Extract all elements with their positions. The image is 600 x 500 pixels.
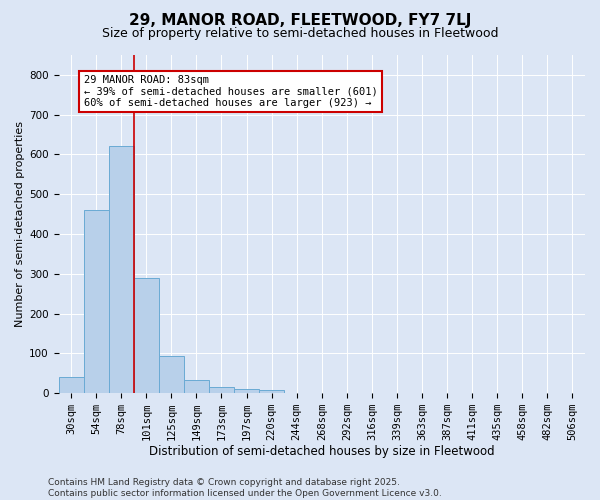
Text: Size of property relative to semi-detached houses in Fleetwood: Size of property relative to semi-detach… [102,28,498,40]
Bar [209,387,234,393]
Bar [259,390,284,393]
Y-axis label: Number of semi-detached properties: Number of semi-detached properties [15,121,25,327]
X-axis label: Distribution of semi-detached houses by size in Fleetwood: Distribution of semi-detached houses by … [149,444,494,458]
Text: Contains HM Land Registry data © Crown copyright and database right 2025.
Contai: Contains HM Land Registry data © Crown c… [48,478,442,498]
Text: 29 MANOR ROAD: 83sqm
← 39% of semi-detached houses are smaller (601)
60% of semi: 29 MANOR ROAD: 83sqm ← 39% of semi-detac… [83,75,377,108]
Bar [234,389,259,393]
Bar [184,380,209,393]
Bar [134,278,159,393]
Text: 29, MANOR ROAD, FLEETWOOD, FY7 7LJ: 29, MANOR ROAD, FLEETWOOD, FY7 7LJ [129,12,471,28]
Bar [109,146,134,393]
Bar [159,356,184,393]
Bar [83,210,109,393]
Bar [59,377,83,393]
